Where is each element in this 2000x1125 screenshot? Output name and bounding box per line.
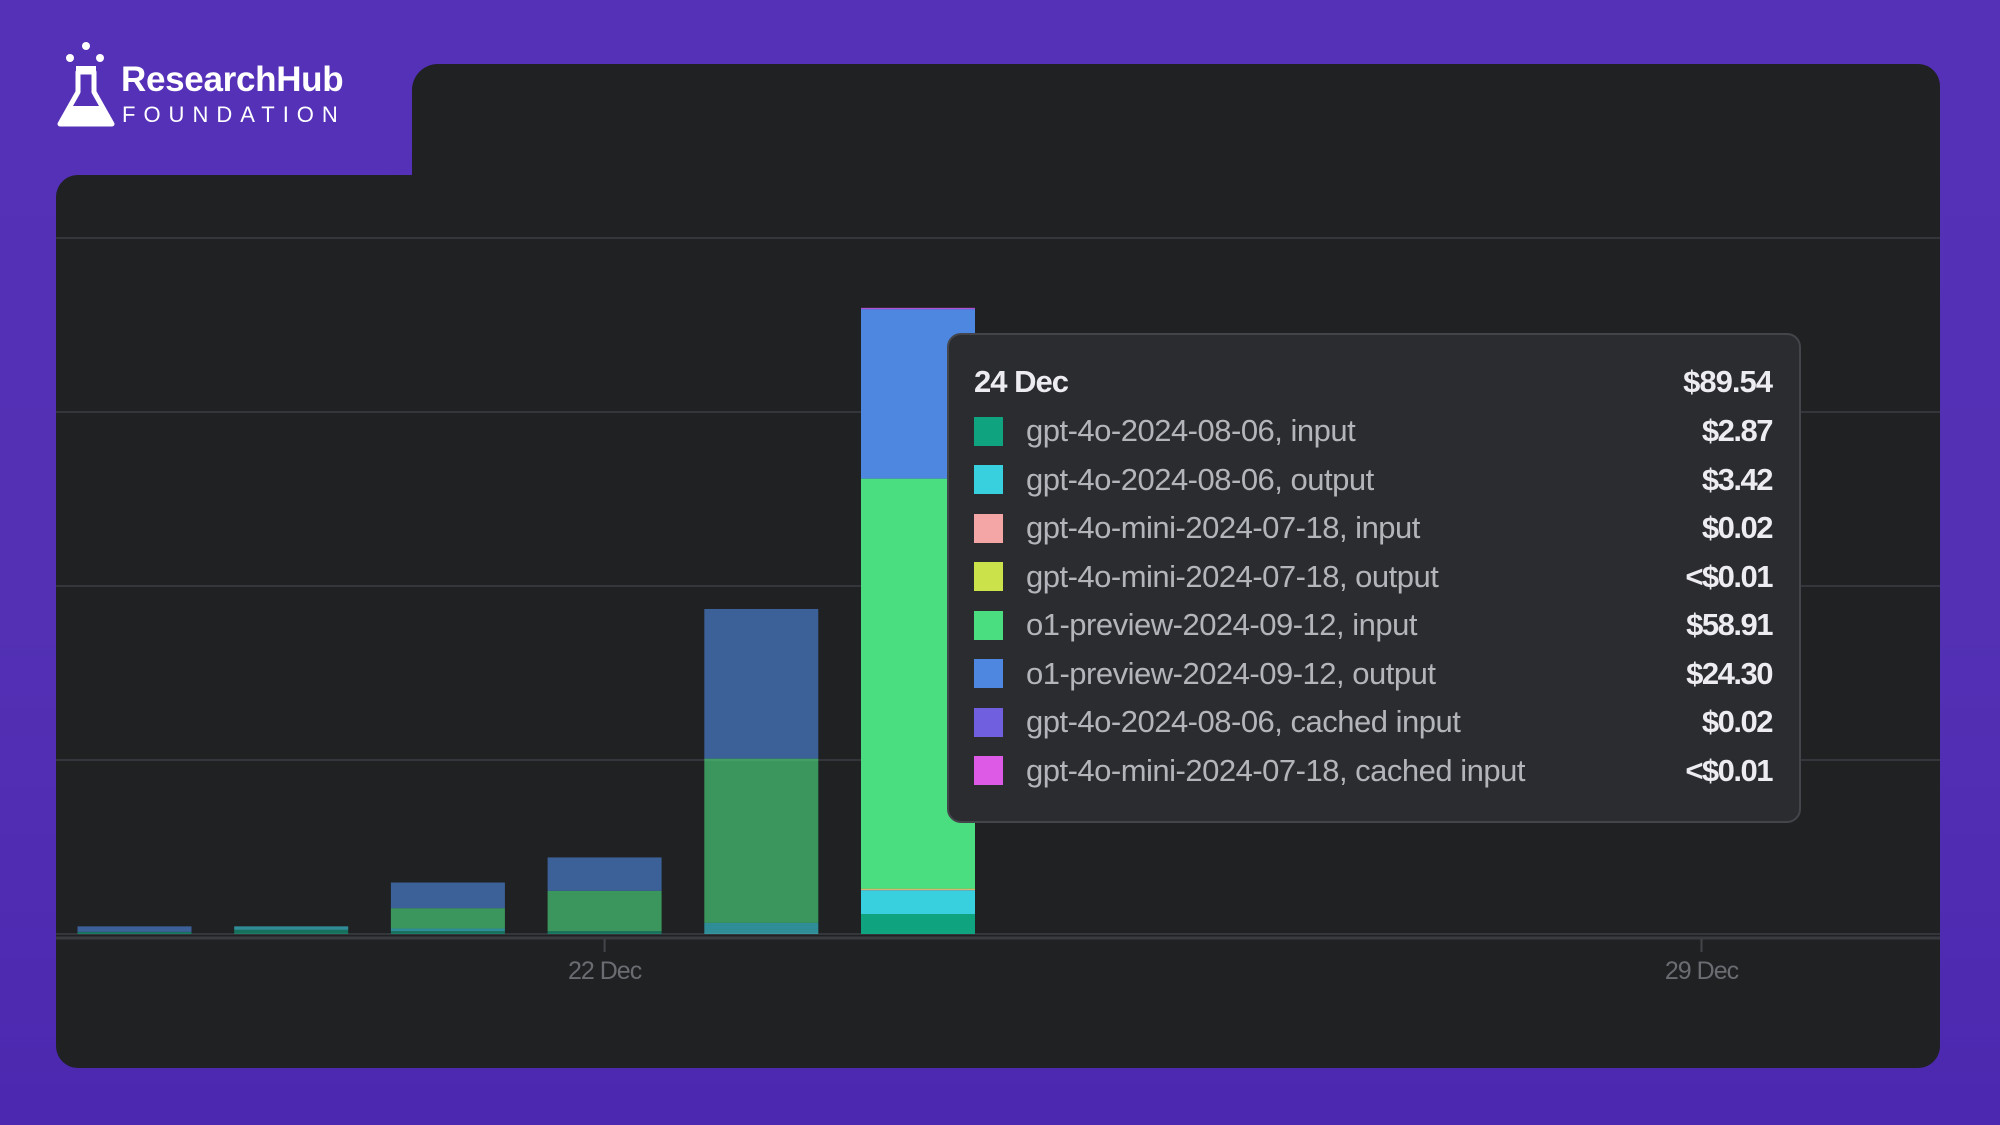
tooltip-row-label: o1-preview-2024-09-12, output — [1026, 655, 1436, 691]
tooltip-header: 24 Dec $89.54 — [974, 357, 1773, 407]
tooltip-row-label: gpt-4o-mini-2024-07-18, output — [1026, 558, 1439, 594]
tooltip-row: o1-preview-2024-09-12, input $58.91 — [974, 601, 1773, 650]
tooltip-row: o1-preview-2024-09-12, output $24.30 — [974, 650, 1773, 699]
bar-segment — [704, 758, 819, 923]
tooltip-row-label: o1-preview-2024-09-12, input — [1026, 607, 1417, 643]
tooltip-row-label: gpt-4o-2024-08-06, output — [1026, 461, 1374, 497]
bar-segment — [861, 888, 975, 890]
tooltip-row: gpt-4o-2024-08-06, input $2.87 — [974, 407, 1774, 456]
bar-segment — [861, 307, 975, 309]
tooltip-row-value: <$0.01 — [1685, 752, 1773, 788]
tooltip-row: gpt-4o-mini-2024-07-18, cached input <$0.… — [974, 747, 1773, 796]
chart-panel-top — [412, 64, 1940, 194]
legend-swatch — [974, 707, 1003, 737]
bar-segment — [390, 882, 505, 909]
bar-segment — [234, 929, 349, 934]
legend-swatch — [974, 513, 1003, 543]
brand-tab — [56, 0, 412, 175]
tooltip-row-value: $0.02 — [1701, 510, 1774, 546]
tooltip-date: 24 Dec — [974, 364, 1069, 399]
flask-logo-icon — [57, 42, 115, 127]
legend-swatch — [974, 659, 1003, 689]
bar-segment — [704, 922, 819, 934]
tooltip-total: $89.54 — [1683, 364, 1773, 399]
tooltip-row-value: $24.30 — [1686, 655, 1773, 691]
tooltip-row-value: $58.91 — [1686, 607, 1773, 643]
bar-segment — [861, 308, 975, 310]
bar-segment — [390, 928, 505, 932]
tooltip-row-label: gpt-4o-2024-08-06, input — [1026, 413, 1356, 449]
legend-swatch — [974, 756, 1003, 786]
tooltip-row-value: $0.02 — [1701, 704, 1774, 740]
x-tick-label: 22 Dec — [568, 957, 642, 985]
tooltip-row: gpt-4o-2024-08-06, output $3.42 — [974, 456, 1774, 505]
brand-subtitle: FOUNDATION — [122, 102, 346, 127]
bar-segment — [547, 857, 662, 891]
bar-segment — [861, 890, 975, 915]
tooltip-row: gpt-4o-mini-2024-07-18, output <$0.01 — [974, 553, 1773, 602]
tooltip-row-value: $2.87 — [1701, 413, 1774, 449]
bar-segment — [547, 931, 662, 934]
bar-segment — [861, 889, 975, 891]
bar-segment — [77, 931, 192, 934]
bar-segment — [861, 914, 975, 934]
chart-tooltip: 24 Dec $89.54 gpt-4o-2024-08-06, input $2… — [947, 333, 1801, 823]
bar-segment — [390, 931, 505, 934]
bar-segment — [547, 890, 662, 932]
tooltip-row-label: gpt-4o-mini-2024-07-18, cached input — [1026, 752, 1525, 788]
bar-segment — [390, 908, 505, 929]
bar-segment — [234, 926, 349, 930]
bar-segment — [77, 926, 192, 932]
tooltip-row-value: $3.42 — [1701, 461, 1774, 497]
tooltip-row-label: gpt-4o-2024-08-06, cached input — [1026, 704, 1461, 740]
legend-swatch — [974, 562, 1003, 592]
tooltip-row: gpt-4o-mini-2024-07-18, input $0.02 — [974, 504, 1774, 553]
x-tick-label: 29 Dec — [1665, 957, 1739, 985]
bar-segment — [704, 608, 819, 759]
brand-name: ResearchHub — [121, 60, 344, 99]
tooltip-row-value: <$0.01 — [1685, 558, 1773, 594]
legend-swatch — [974, 610, 1003, 640]
legend-swatch — [974, 465, 1003, 495]
legend-swatch — [974, 416, 1003, 446]
tooltip-row-label: gpt-4o-mini-2024-07-18, input — [1026, 510, 1420, 546]
tooltip-row: gpt-4o-2024-08-06, cached input $0.02 — [974, 698, 1774, 747]
